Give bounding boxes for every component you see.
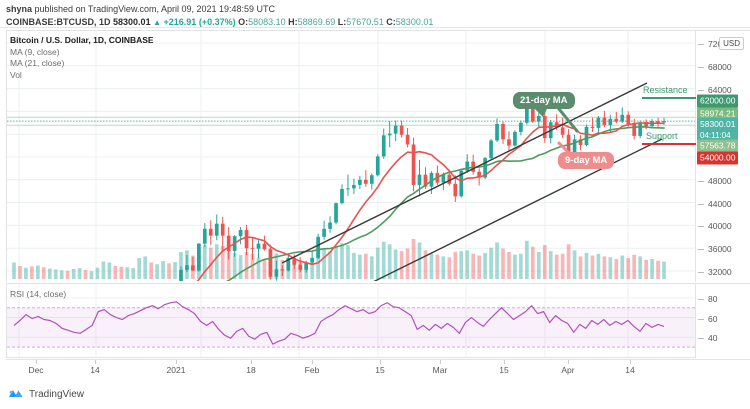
price-tag-value: 58300.01 xyxy=(700,119,736,129)
resistance-line xyxy=(642,97,696,99)
open-value: 58083.10 xyxy=(248,17,286,27)
rsi-axis-label: 80 xyxy=(708,293,718,304)
tradingview-logo-icon xyxy=(8,388,24,400)
support-line xyxy=(642,143,696,145)
publisher-line: shyna published on TradingView.com, Apri… xyxy=(6,3,433,15)
price-pane[interactable] xyxy=(6,30,696,282)
time-axis-tick xyxy=(380,360,381,364)
low-label: L: xyxy=(337,17,347,27)
time-axis-tick xyxy=(176,360,177,364)
time-axis-tick xyxy=(630,360,631,364)
time-axis-tick xyxy=(95,360,96,364)
published-text: published on TradingView.com, April 09, … xyxy=(34,4,276,14)
quote-line: COINBASE:BTCUSD, 1D 58300.01 ▲ +216.91 (… xyxy=(6,16,433,29)
time-axis-label: 14 xyxy=(625,365,635,375)
chart-header: shyna published on TradingView.com, Apri… xyxy=(6,3,433,29)
price-axis-tick xyxy=(698,272,704,273)
change-label: +216.91 (+0.37%) xyxy=(163,17,236,27)
rsi-plot xyxy=(7,284,695,357)
high-label: H: xyxy=(288,17,298,27)
time-axis[interactable]: Dec 14 2021 18 Feb 15 Mar 15 Apr 14 xyxy=(6,359,750,381)
rsi-axis-label: 60 xyxy=(708,313,718,324)
support-label[interactable]: Support xyxy=(646,131,678,141)
support-price-tag[interactable]: 54000.00 xyxy=(697,151,739,165)
price-plot xyxy=(7,31,695,281)
high-value: 58869.69 xyxy=(297,17,336,27)
price-axis-label: 48000 xyxy=(708,175,732,186)
ma-price-tag[interactable]: 58974.21 xyxy=(697,107,739,121)
currency-badge[interactable]: USD xyxy=(719,37,744,50)
ma2-price-tag[interactable]: 57563.78 xyxy=(697,139,739,153)
resistance-price-tag[interactable]: 62000.00 xyxy=(697,94,739,108)
price-axis-label: 44000 xyxy=(708,198,732,209)
time-axis-label: Feb xyxy=(304,365,320,375)
ma21-callout[interactable]: 21-day MA xyxy=(513,92,575,109)
time-axis-tick xyxy=(251,360,252,364)
time-axis-label: Mar xyxy=(432,365,448,375)
time-axis-label: Dec xyxy=(28,365,44,375)
time-axis-label: 15 xyxy=(499,365,509,375)
price-axis-tick xyxy=(698,226,704,228)
header-divider xyxy=(0,27,750,28)
close-label: C: xyxy=(386,17,396,27)
close-value: 58300.01 xyxy=(395,17,434,27)
time-axis-tick xyxy=(440,360,441,364)
time-axis-tick xyxy=(568,360,569,364)
rsi-legend[interactable]: RSI (14, close) xyxy=(10,289,67,299)
rsi-axis-label: 40 xyxy=(708,333,718,344)
price-axis-tick xyxy=(698,44,704,45)
last-price-tag[interactable]: 58300.01 04:11:04 xyxy=(697,118,739,142)
low-value: 57670.51 xyxy=(346,17,384,27)
rsi-axis-tick xyxy=(698,298,704,300)
last-price-label: 58300.01 xyxy=(113,17,151,27)
price-axis-label: 32000 xyxy=(708,267,732,277)
price-axis-tick xyxy=(698,249,704,251)
rsi-axis-tick xyxy=(698,338,704,340)
rsi-axis[interactable]: 80 60 40 xyxy=(696,283,750,358)
rsi-pane[interactable] xyxy=(6,283,696,358)
time-axis-label: 15 xyxy=(375,365,385,375)
symbol-label: COINBASE:BTCUSD, 1D xyxy=(6,17,111,27)
ma9-callout[interactable]: 9-day MA xyxy=(558,152,615,169)
tradingview-brand: TradingView xyxy=(29,388,85,400)
footer: TradingView xyxy=(8,388,84,400)
price-axis-tick xyxy=(698,203,704,205)
price-axis-label: 68000 xyxy=(708,61,732,72)
rsi-axis-tick xyxy=(698,318,704,320)
time-axis-tick xyxy=(36,360,37,364)
price-axis-label: 36000 xyxy=(708,244,732,255)
price-axis-tick xyxy=(698,89,704,91)
price-axis-label: 64000 xyxy=(708,84,732,95)
publisher-name: shyna xyxy=(6,4,33,14)
time-axis-label: 2021 xyxy=(166,365,186,375)
price-axis-tick xyxy=(698,180,704,182)
price-tag-countdown: 04:11:04 xyxy=(700,131,731,140)
price-axis-tick xyxy=(698,66,704,68)
change-arrow-icon: ▲ xyxy=(153,18,162,27)
time-axis-label: Apr xyxy=(561,365,575,375)
time-axis-tick xyxy=(504,360,505,364)
price-axis[interactable]: USD 720006800064000600005600052000480004… xyxy=(696,30,750,282)
time-axis-tick xyxy=(312,360,313,364)
time-axis-label: 14 xyxy=(90,365,100,375)
price-axis-label: 40000 xyxy=(708,221,732,232)
resistance-label[interactable]: Resistance xyxy=(643,85,688,95)
time-axis-label: 18 xyxy=(246,365,256,375)
open-label: O: xyxy=(238,17,249,27)
